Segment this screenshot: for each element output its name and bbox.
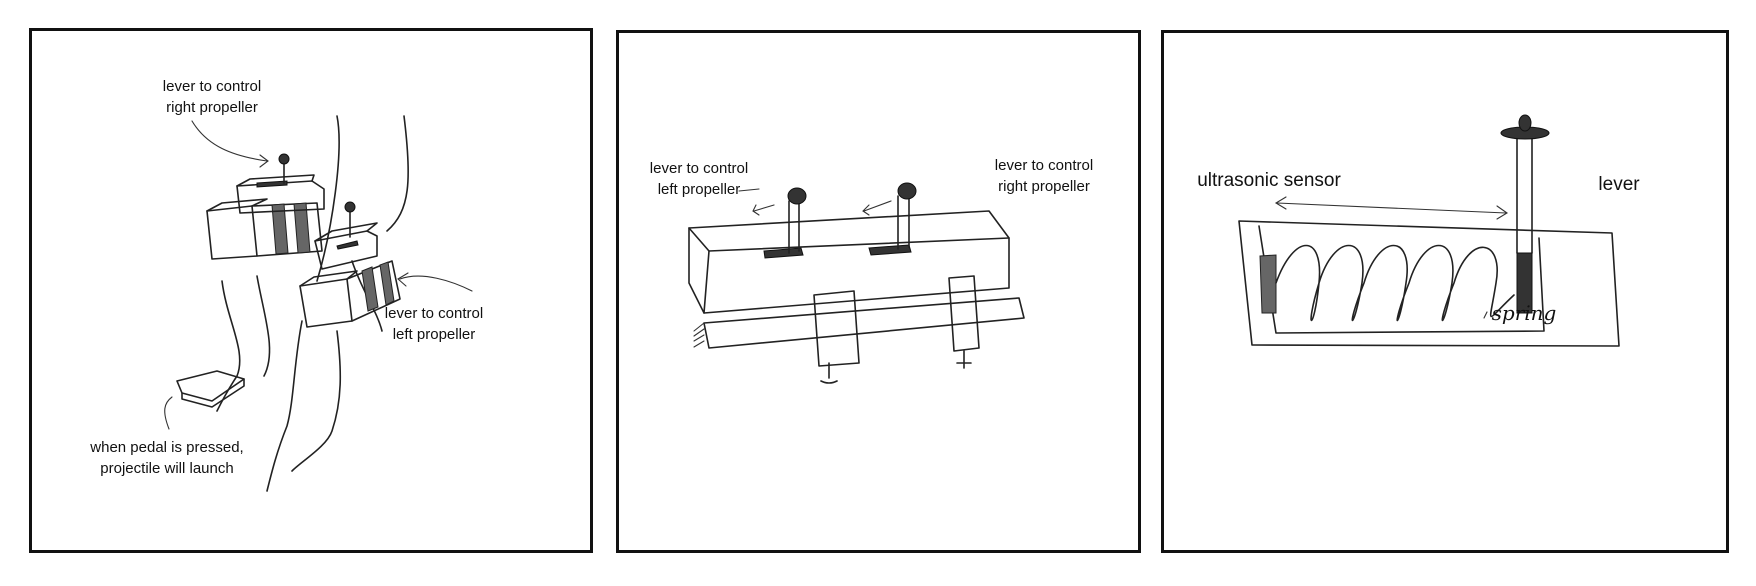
spring-label: spring [1491, 301, 1557, 325]
spring-sensor-drawing [1238, 114, 1620, 347]
clamped-box-drawing [688, 182, 1025, 384]
right-lever-label: lever to control right propeller [994, 157, 1094, 195]
sketch-panel-clamped-box: lever to control left propeller lever to… [616, 30, 1141, 553]
lever-label: lever [1598, 174, 1640, 195]
sketch-panel-legs: lever to control right propeller lever t… [29, 28, 593, 553]
sketch-panel-spring-sensor: ultrasonic sensor lever spring [1161, 30, 1729, 553]
left-lever-label: lever to control left propeller [384, 305, 484, 343]
right-lever-label: lever to control right propeller [162, 78, 262, 116]
pedal-label: when pedal is pressed, projectile will l… [90, 439, 244, 477]
ultrasonic-sensor-label: ultrasonic sensor [1197, 170, 1341, 191]
left-lever-label: lever to control left propeller [649, 160, 749, 198]
legs-sketch-drawing [164, 115, 473, 492]
